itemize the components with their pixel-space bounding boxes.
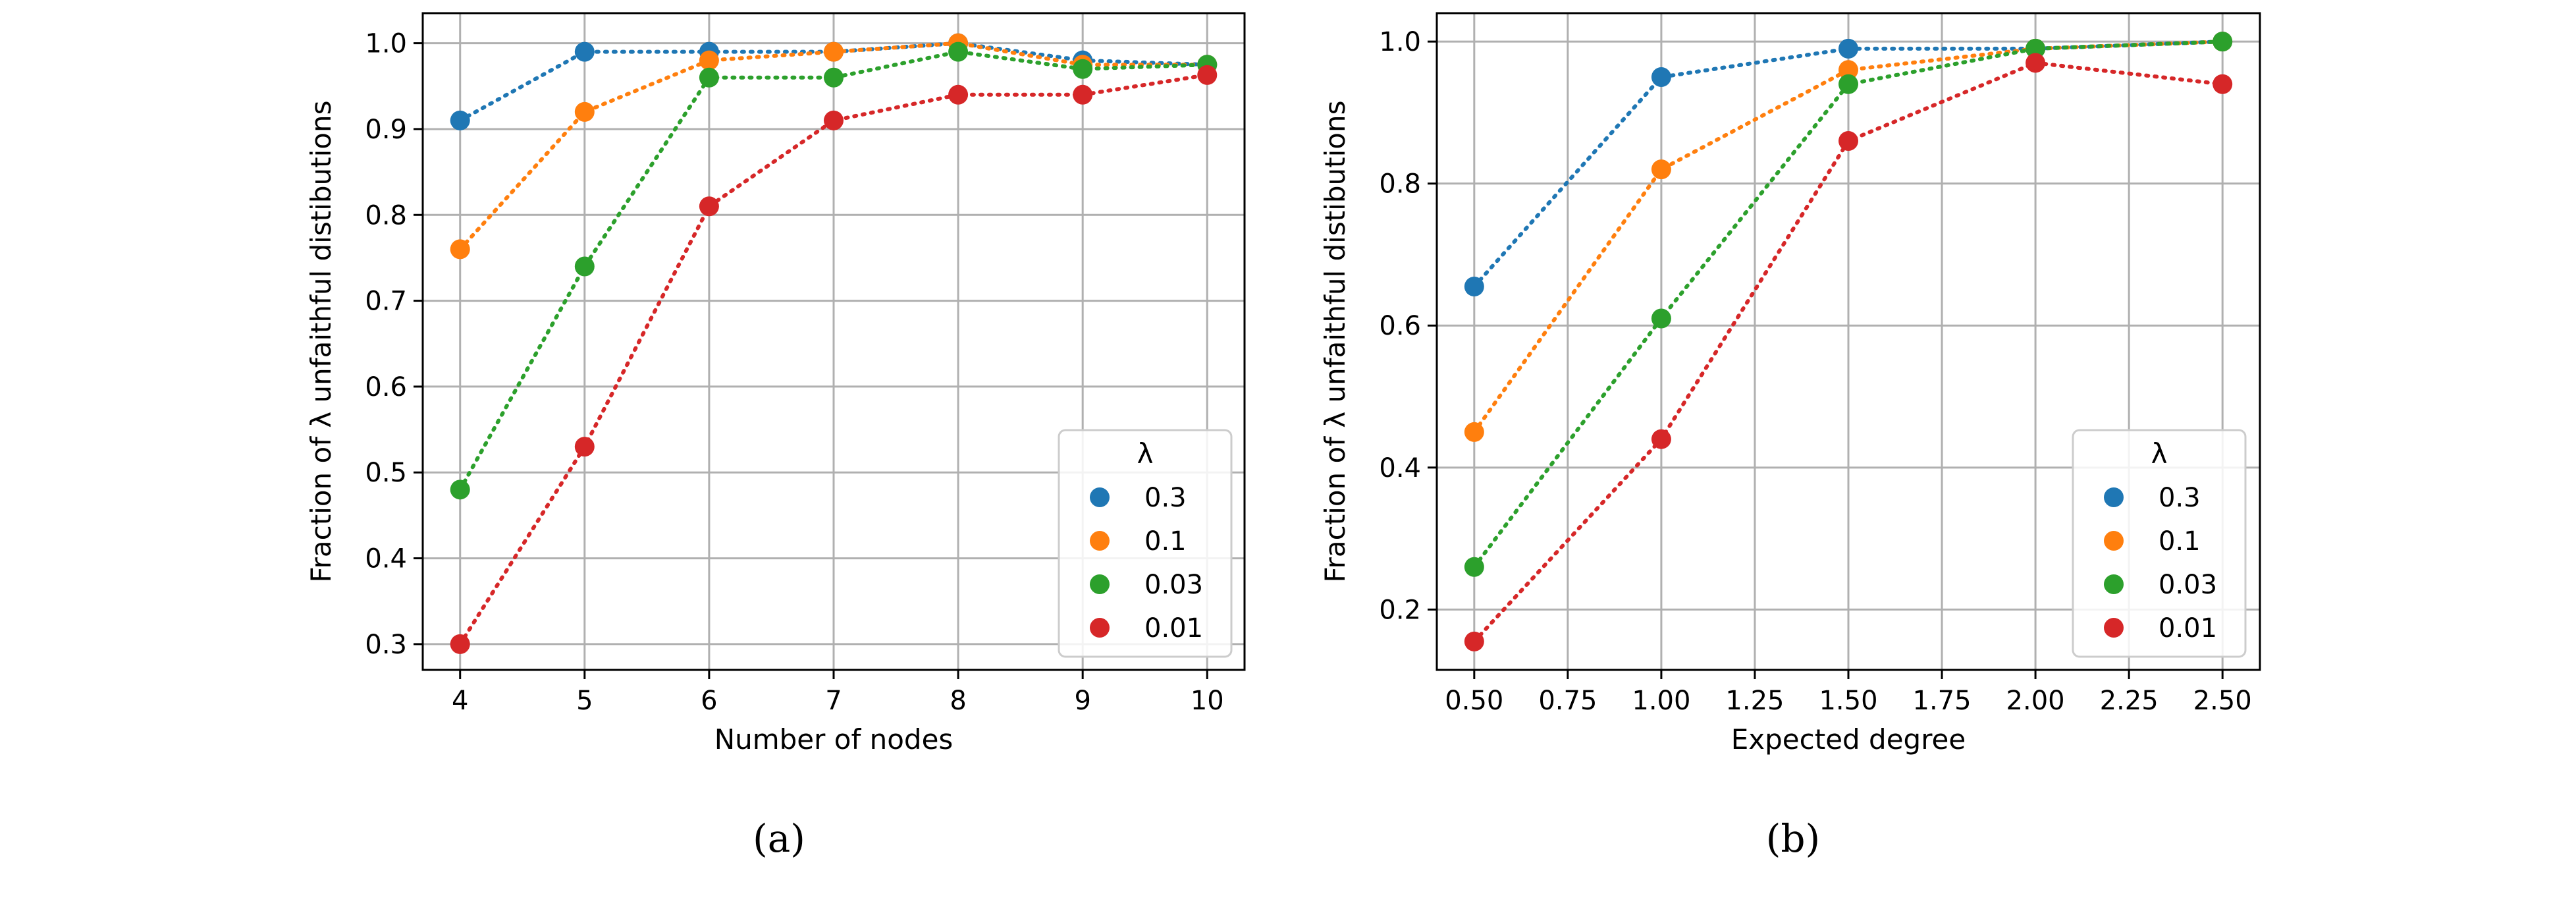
x-tick-label: 6 — [701, 686, 717, 716]
legend-marker — [1090, 531, 1110, 551]
data-point — [1651, 67, 1671, 88]
x-axis-label: Number of nodes — [714, 723, 953, 756]
legend-label: 0.01 — [2159, 613, 2217, 644]
x-axis-label: Expected degree — [1731, 723, 1966, 756]
data-point — [699, 67, 719, 88]
legend-label: 0.01 — [1144, 613, 1203, 644]
legend-marker — [1090, 487, 1110, 507]
data-point — [1651, 159, 1671, 180]
x-tick-label: 1.50 — [1819, 686, 1877, 716]
data-point — [574, 41, 595, 62]
data-point — [1464, 631, 1484, 651]
legend-box — [2072, 429, 2247, 658]
legend-label: 0.3 — [2159, 483, 2201, 513]
x-tick-label: 5 — [576, 686, 593, 716]
y-tick-label: 0.9 — [365, 115, 407, 145]
x-tick-label: 9 — [1074, 686, 1090, 716]
legend-title: λ — [1137, 437, 1154, 470]
legend-label: 0.1 — [1144, 526, 1187, 557]
y-tick-label: 0.8 — [365, 200, 407, 231]
x-tick-label: 2.50 — [2193, 686, 2252, 716]
y-tick-label: 0.4 — [365, 544, 407, 574]
data-point — [574, 437, 595, 457]
data-point — [1838, 131, 1858, 152]
data-point — [2026, 38, 2046, 59]
data-point — [948, 41, 969, 62]
data-point — [1838, 74, 1858, 94]
legend-box — [1058, 429, 1233, 658]
data-point — [450, 634, 470, 654]
data-point — [1464, 557, 1484, 577]
legend-marker — [2104, 487, 2124, 507]
legend-label: 0.03 — [2159, 570, 2217, 600]
chart-b: 0.50 0.75 1.00 1.25 1.50 1.75 2.00 2.25 2.50 0.2 0… — [1319, 12, 2261, 861]
data-point — [948, 84, 969, 105]
y-axis-label: Fraction of λ unfaithful distibutions — [1319, 101, 1351, 583]
y-tick-label: 0.7 — [365, 287, 407, 317]
y-tick-label: 1.0 — [1379, 27, 1421, 57]
x-tick-label: 2.00 — [2006, 686, 2065, 716]
x-tick-label: 1.25 — [1725, 686, 1784, 716]
data-point — [1073, 84, 1093, 105]
y-axis-label: Fraction of λ unfaithful distibutions — [305, 101, 337, 583]
data-point — [450, 480, 470, 500]
data-point — [824, 41, 844, 62]
legend-marker — [1090, 574, 1110, 594]
data-point — [450, 110, 470, 130]
plot-frame — [421, 12, 1246, 671]
legend-marker — [2104, 531, 2124, 551]
data-point — [824, 67, 844, 88]
x-tick-label: 7 — [825, 686, 842, 716]
y-tick-label: 0.2 — [1379, 595, 1421, 625]
x-tick-label: 8 — [950, 686, 966, 716]
y-tick-label: 0.3 — [365, 630, 407, 660]
y-tick-label: 0.8 — [1379, 169, 1421, 200]
data-point — [699, 50, 719, 70]
figure-caption: (a) — [753, 816, 805, 861]
chart-a: 4 5 6 7 8 9 10 0.3 0.4 0.5 0.6 0.7 0.8 0.9 1.0 Number o… — [305, 12, 1246, 861]
legend-title: λ — [2151, 437, 2168, 470]
data-point — [1197, 65, 1218, 85]
x-tick-label: 4 — [452, 686, 468, 716]
data-point — [1464, 422, 1484, 442]
data-point — [450, 239, 470, 260]
y-tick-label: 0.5 — [365, 458, 407, 488]
legend-marker — [2104, 574, 2124, 594]
y-tick-label: 0.4 — [1379, 453, 1421, 483]
data-point — [1838, 38, 1858, 59]
y-tick-label: 0.6 — [365, 372, 407, 402]
x-tick-label: 2.25 — [2100, 686, 2159, 716]
data-point — [1651, 308, 1671, 329]
y-tick-label: 1.0 — [365, 29, 407, 59]
legend-label: 0.1 — [2159, 526, 2201, 557]
legend-label: 0.03 — [1144, 570, 1203, 600]
data-point — [574, 256, 595, 277]
x-tick-label: 0.50 — [1445, 686, 1503, 716]
x-tick-label: 10 — [1191, 686, 1224, 716]
x-tick-label: 0.75 — [1538, 686, 1597, 716]
data-point — [699, 196, 719, 217]
legend-marker — [1090, 618, 1110, 638]
x-tick-label: 1.75 — [1913, 686, 1972, 716]
data-point — [1073, 59, 1093, 79]
data-point — [2026, 53, 2046, 73]
legend-marker — [2104, 618, 2124, 638]
data-point — [824, 110, 844, 130]
data-point — [1464, 276, 1484, 296]
data-point — [1838, 60, 1858, 80]
x-tick-label: 1.00 — [1632, 686, 1690, 716]
figure-caption: (b) — [1766, 816, 1820, 861]
y-tick-label: 0.6 — [1379, 311, 1421, 341]
legend-label: 0.3 — [1144, 483, 1187, 513]
data-point — [2213, 32, 2233, 52]
data-point — [1651, 429, 1671, 449]
plot-frame — [1436, 12, 2261, 671]
data-point — [574, 101, 595, 122]
data-point — [2213, 74, 2233, 94]
